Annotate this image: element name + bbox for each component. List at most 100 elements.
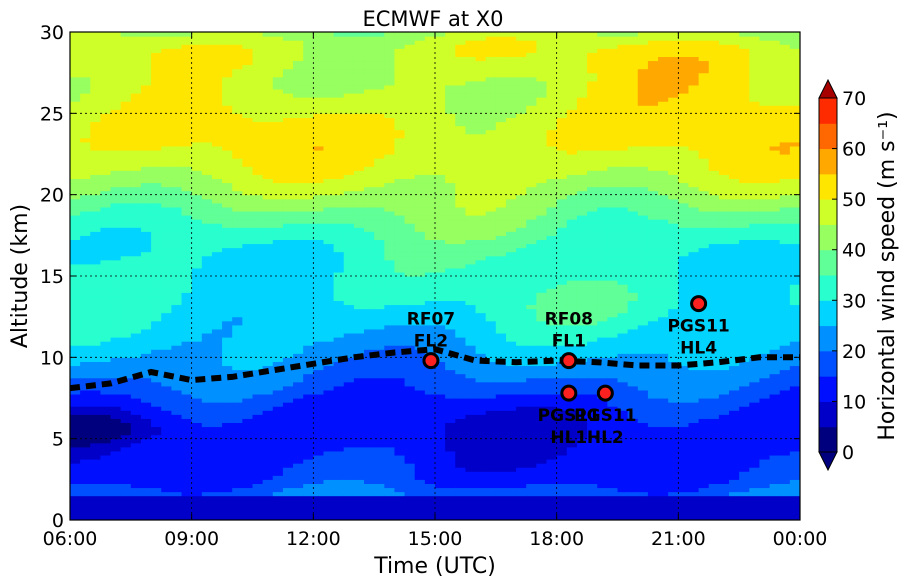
contour-cell: [333, 446, 345, 452]
contour-cell: [404, 361, 416, 367]
contour-cell: [353, 121, 365, 127]
contour-cell: [374, 288, 385, 293]
contour-cell: [232, 345, 243, 350]
contour-cell: [353, 186, 365, 192]
contour-cell: [333, 121, 345, 127]
contour-cell: [151, 162, 162, 167]
contour-cell: [191, 479, 203, 484]
contour-cell: [151, 113, 162, 118]
contour-cell: [445, 44, 456, 49]
contour-cell: [171, 186, 183, 192]
contour-cell: [191, 56, 203, 62]
contour-cell: [130, 487, 142, 493]
contour-cell: [475, 109, 487, 114]
contour-cell: [384, 88, 396, 94]
contour-cell: [303, 174, 314, 179]
contour-cell: [374, 280, 385, 285]
contour-cell: [394, 398, 406, 403]
contour-cell: [323, 44, 335, 49]
contour-cell: [252, 251, 264, 257]
contour-cell: [211, 463, 223, 468]
contour-cell: [323, 141, 335, 147]
contour-cell: [333, 499, 345, 505]
contour-cell: [211, 402, 223, 407]
contour-cell: [455, 190, 467, 196]
contour-cell: [110, 117, 122, 123]
contour-cell: [130, 430, 142, 436]
contour-cell: [181, 251, 193, 257]
contour-cell: [252, 357, 264, 362]
contour-cell: [414, 507, 426, 513]
contour-cell: [80, 194, 91, 200]
contour-cell: [120, 345, 132, 350]
contour-cell: [222, 210, 233, 216]
contour-cell: [232, 320, 243, 326]
contour-cell: [211, 158, 223, 163]
contour-cell: [211, 515, 223, 520]
contour-cell: [151, 393, 162, 399]
contour-cell: [435, 174, 446, 179]
contour-cell: [130, 381, 142, 387]
contour-cell: [282, 32, 294, 37]
contour-cell: [303, 194, 314, 200]
contour-cell: [130, 365, 142, 371]
contour-cell: [394, 84, 406, 90]
contour-cell: [475, 105, 487, 110]
contour-cell: [333, 361, 345, 367]
contour-cell: [120, 296, 132, 301]
contour-cell: [120, 276, 132, 281]
contour-cell: [80, 113, 91, 118]
contour-cell: [262, 316, 274, 322]
contour-cell: [445, 300, 456, 306]
contour-cell: [70, 113, 81, 118]
contour-cell: [445, 223, 456, 228]
contour-cell: [394, 467, 406, 472]
contour-cell: [475, 385, 487, 391]
contour-cell: [161, 381, 172, 387]
contour-cell: [161, 186, 172, 192]
contour-cell: [262, 202, 274, 208]
contour-cell: [343, 267, 355, 273]
contour-cell: [384, 60, 396, 66]
contour-cell: [181, 206, 193, 212]
contour-cell: [110, 223, 122, 228]
contour-cell: [323, 178, 335, 184]
contour-cell: [232, 475, 243, 480]
contour-cell: [201, 324, 213, 330]
contour-cell: [171, 158, 183, 163]
contour-cell: [313, 125, 325, 131]
contour-cell: [404, 483, 416, 489]
contour-cell: [222, 202, 233, 208]
contour-cell: [161, 182, 172, 188]
contour-cell: [171, 471, 183, 476]
contour-cell: [455, 44, 467, 49]
contour-cell: [262, 113, 274, 118]
contour-cell: [424, 491, 436, 497]
contour-cell: [232, 162, 243, 167]
contour-cell: [171, 410, 183, 415]
contour-cell: [211, 182, 223, 188]
contour-cell: [181, 149, 193, 155]
contour-cell: [404, 202, 416, 208]
contour-cell: [394, 442, 406, 448]
contour-cell: [201, 381, 213, 387]
contour-cell: [242, 206, 254, 212]
contour-cell: [90, 337, 102, 342]
contour-cell: [100, 48, 112, 53]
contour-cell: [455, 68, 467, 74]
contour-cell: [130, 438, 142, 444]
contour-cell: [120, 430, 132, 436]
contour-cell: [110, 499, 122, 505]
contour-cell: [394, 97, 406, 102]
contour-cell: [313, 182, 325, 188]
contour-cell: [374, 113, 385, 118]
contour-cell: [161, 369, 172, 375]
contour-cell: [465, 276, 477, 281]
contour-cell: [374, 369, 385, 375]
contour-cell: [455, 463, 467, 468]
contour-cell: [90, 438, 102, 444]
contour-cell: [293, 280, 304, 285]
contour-cell: [110, 276, 122, 281]
contour-cell: [303, 328, 314, 334]
contour-cell: [161, 491, 172, 497]
